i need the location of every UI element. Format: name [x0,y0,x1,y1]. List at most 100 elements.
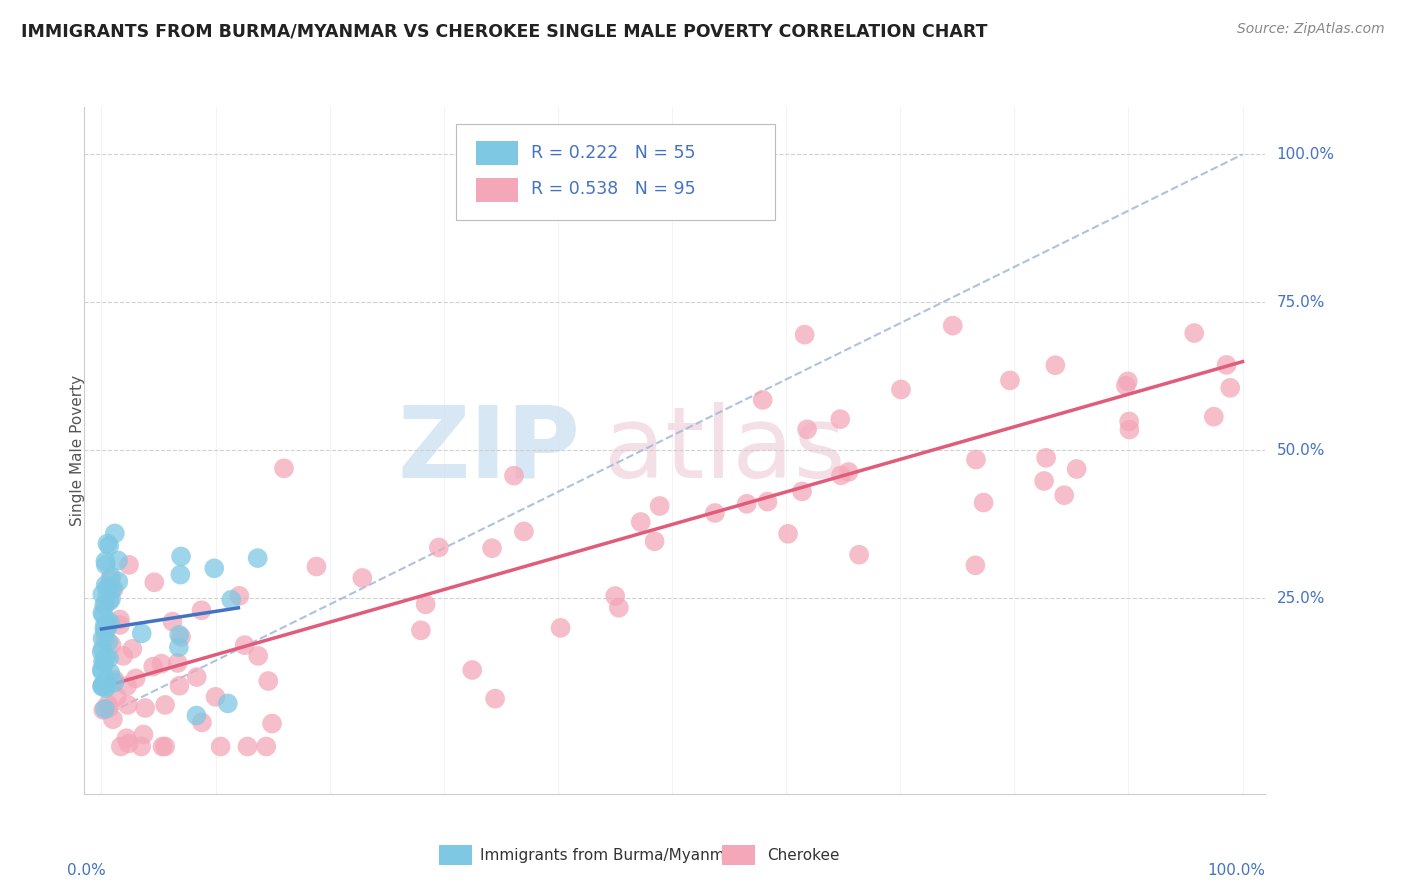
Point [104,673,127,687]
Point [186,670,208,684]
Point [1182,326,1205,340]
Text: R = 0.222   N = 55: R = 0.222 N = 55 [531,145,696,162]
Point [115,731,138,746]
Point [91,606,114,620]
Point [409,624,432,638]
Text: R = 0.538   N = 95: R = 0.538 N = 95 [531,180,696,198]
Point [98,539,121,553]
Point [94,578,117,592]
Point [98,665,121,680]
Point [735,497,758,511]
Point [796,422,818,436]
Point [204,690,226,704]
Point [96,673,118,688]
Point [998,373,1021,387]
Text: 50.0%: 50.0% [1277,443,1324,458]
Point [108,612,131,626]
Point [965,558,987,573]
Point [131,626,153,640]
Point [152,739,174,754]
Point [93,598,115,612]
Point [1045,358,1067,372]
Point [132,727,155,741]
Y-axis label: Single Male Poverty: Single Male Poverty [70,375,84,526]
Point [103,582,125,596]
Point [100,591,122,606]
Point [108,618,131,632]
Point [112,648,135,663]
Point [1115,378,1137,392]
Text: 100.0%: 100.0% [1208,863,1265,878]
Point [513,524,536,539]
Point [236,739,259,754]
Point [107,553,129,567]
Point [98,615,121,630]
Point [94,624,117,639]
Text: 75.0%: 75.0% [1277,295,1324,310]
Point [96,581,118,595]
Point [94,632,117,646]
Point [1219,381,1241,395]
Point [973,495,995,509]
Point [107,574,129,589]
Point [484,691,506,706]
Point [427,541,450,555]
Point [776,526,799,541]
Bar [477,142,517,165]
Point [1033,474,1056,488]
Point [117,737,139,751]
Point [169,679,191,693]
FancyBboxPatch shape [457,124,775,220]
Point [217,697,239,711]
Point [94,554,117,568]
Point [1215,358,1237,372]
Text: 0.0%: 0.0% [66,863,105,878]
Point [94,558,117,572]
Text: atlas: atlas [605,402,845,499]
Point [550,621,572,635]
Text: 100.0%: 100.0% [1277,147,1334,162]
Point [352,571,374,585]
Point [97,701,120,715]
Point [703,506,725,520]
Point [94,676,117,690]
Point [260,716,283,731]
Point [100,638,122,652]
Point [96,536,118,550]
Point [1035,450,1057,465]
Point [94,597,117,611]
Point [101,712,124,726]
Point [191,715,214,730]
Point [94,617,117,632]
Point [91,703,114,717]
Text: 25.0%: 25.0% [1277,591,1324,606]
Point [166,656,188,670]
Point [648,499,671,513]
Point [605,589,627,603]
Point [942,318,965,333]
Point [751,392,773,407]
Point [481,541,503,556]
Text: ZIP: ZIP [398,402,581,499]
Point [98,594,121,608]
Point [103,675,125,690]
Point [98,651,121,665]
Text: Cherokee: Cherokee [768,847,839,863]
Point [186,708,208,723]
Point [503,468,526,483]
Point [97,634,120,648]
Point [100,572,122,586]
Point [90,645,112,659]
Point [97,698,120,712]
Point [94,702,117,716]
Point [150,657,173,671]
Text: IMMIGRANTS FROM BURMA/MYANMAR VS CHEROKEE SINGLE MALE POVERTY CORRELATION CHART: IMMIGRANTS FROM BURMA/MYANMAR VS CHEROKE… [21,22,987,40]
Point [105,690,128,704]
Point [96,616,118,631]
Point [97,580,120,594]
Point [202,561,225,575]
Point [756,494,779,508]
Point [167,640,190,654]
Point [162,615,184,629]
Text: Immigrants from Burma/Myanmar: Immigrants from Burma/Myanmar [479,847,741,863]
